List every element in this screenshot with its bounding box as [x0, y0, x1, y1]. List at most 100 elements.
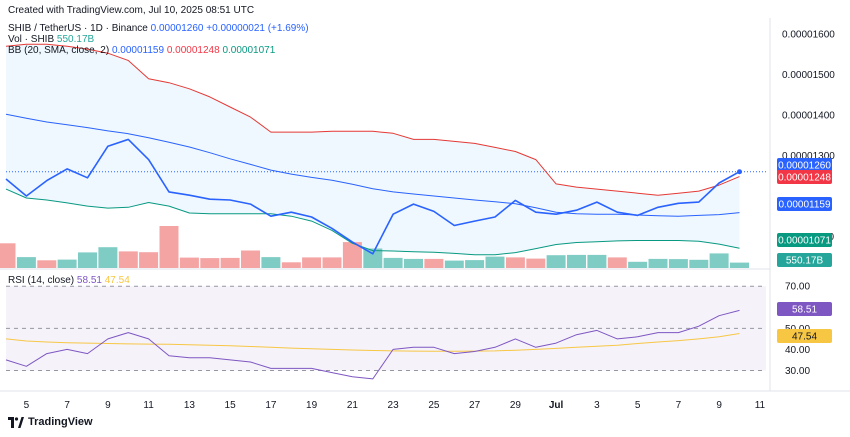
- volume-bar: [628, 261, 648, 268]
- bb-basis-tag-bg: [777, 197, 832, 211]
- volume-bar: [587, 254, 607, 268]
- volume-bar: [465, 260, 485, 268]
- volume-bar: [241, 250, 260, 268]
- time-tick-label: 19: [306, 400, 318, 411]
- volume-tag-bg: [777, 253, 832, 267]
- bb-basis-value: 0.00001159: [111, 45, 165, 56]
- rsi-ma-tag-text: 47.54: [792, 332, 817, 343]
- price-line: [5, 138, 740, 255]
- volume-bar: [648, 258, 668, 268]
- volume-bar: [404, 258, 423, 268]
- time-tick-label: Jul: [549, 400, 564, 411]
- rsi-ma-tag-bg: [777, 329, 832, 343]
- volume-bar: [37, 260, 57, 268]
- bb-lower-tag-text: 0.00001071: [778, 236, 831, 247]
- price-tag-text: 0.00001260: [778, 161, 831, 172]
- volume-bar: [322, 257, 342, 268]
- volume-bar: [200, 258, 220, 268]
- rsi-value: 58.51: [76, 275, 102, 286]
- price-tick-label: 0.00001400: [782, 111, 835, 122]
- volume-bar: [57, 259, 77, 268]
- rsi-tick-label: 40.00: [785, 345, 810, 356]
- tradingview-logo: TradingView: [8, 416, 93, 428]
- volume-value: 550.17B: [56, 34, 95, 45]
- price-tick-label: 0.00001300: [782, 151, 835, 162]
- volume-label: Vol · SHIB: [8, 34, 55, 45]
- volume-bars: [0, 226, 749, 268]
- time-tick-label: 25: [428, 400, 440, 411]
- rsi-tag-bg: [777, 302, 832, 316]
- volume-bar: [363, 248, 383, 268]
- volume-bar: [444, 260, 464, 268]
- price-tick-label: 0.00001500: [782, 70, 835, 81]
- symbol-legend: SHIB / TetherUS · 1D · Binance 0.0000126…: [8, 23, 309, 34]
- bb-basis-tag: 0.00001159: [777, 197, 832, 211]
- bb-lower-tag-bg: [777, 233, 832, 247]
- volume-legend: Vol · SHIB 550.17B: [8, 34, 94, 45]
- time-tick-label: 13: [184, 400, 196, 411]
- volume-bar: [546, 255, 566, 268]
- time-tick-label: 5: [635, 400, 641, 411]
- bb-legend: BB (20, SMA, close, 2) 0.00001159 0.0000…: [8, 45, 275, 56]
- rsi-tick-label: 30.00: [785, 366, 810, 377]
- price-tag: 0.00001260: [777, 158, 832, 172]
- price-tick-label: 0.00001600: [782, 30, 835, 41]
- volume-bar: [261, 257, 281, 268]
- volume-bar: [424, 258, 444, 268]
- bb-lower-line: [5, 188, 740, 256]
- bb-basis-tag-text: 0.00001159: [778, 200, 831, 211]
- volume-bar: [689, 259, 709, 268]
- tradingview-brand: TradingView: [28, 416, 93, 428]
- rsi-ma-value: 47.54: [104, 275, 130, 286]
- time-tick-label: 15: [225, 400, 237, 411]
- volume-bar: [220, 257, 240, 268]
- bb-basis-line: [5, 113, 740, 217]
- symbol-name: SHIB / TetherUS · 1D · Binance: [8, 23, 148, 34]
- rsi-tag-text: 58.51: [792, 305, 817, 316]
- volume-bar: [383, 257, 403, 268]
- time-tick-label: 11: [143, 400, 154, 411]
- volume-bar: [709, 253, 729, 268]
- bb-band-fill: [6, 44, 740, 255]
- volume-tag-text: 550.17B: [786, 256, 824, 267]
- bb-upper-tag-bg: [777, 170, 832, 184]
- rsi-line: [5, 309, 740, 380]
- volume-bar: [118, 251, 138, 268]
- bb-label: BB (20, SMA, close, 2): [8, 45, 110, 56]
- time-tick-label: 21: [347, 400, 359, 411]
- time-tick-label: 29: [510, 400, 522, 411]
- price-change: +0.00000021 (+1.69%): [206, 23, 309, 34]
- time-tick-label: 5: [24, 400, 30, 411]
- bb-upper-tag-text: 0.00001248: [778, 173, 831, 184]
- volume-bar: [16, 257, 36, 268]
- volume-bar: [0, 243, 16, 268]
- volume-bar: [668, 259, 688, 268]
- bb-upper-line: [5, 43, 740, 196]
- time-tick-label: 7: [64, 400, 70, 411]
- volume-bar: [485, 256, 505, 268]
- volume-bar: [342, 242, 362, 268]
- volume-bar: [98, 247, 118, 268]
- time-tick-label: 7: [676, 400, 682, 411]
- rsi-legend: RSI (14, close) 58.51 47.54: [8, 275, 130, 286]
- volume-bar: [302, 257, 322, 268]
- time-tick-label: 9: [716, 400, 722, 411]
- time-tick-label: 11: [755, 400, 766, 411]
- volume-bar: [526, 258, 546, 268]
- rsi-tag: 58.51: [777, 302, 832, 316]
- volume-bar: [179, 257, 199, 268]
- time-tick-label: 17: [265, 400, 277, 411]
- rsi-ma-line: [5, 333, 740, 352]
- rsi-tick-label: 70.00: [785, 282, 810, 293]
- tradingview-logo-icon: [8, 416, 24, 428]
- volume-bar: [159, 226, 179, 268]
- bb-lower-tag: 0.00001071: [777, 233, 832, 247]
- price-tag-bg: [777, 158, 832, 172]
- volume-bar: [505, 257, 525, 268]
- bb-upper-tag: 0.00001248: [777, 170, 832, 184]
- time-tick-label: 27: [469, 400, 481, 411]
- bb-upper-value: 0.00001248: [166, 45, 220, 56]
- volume-tag: 550.17B: [777, 253, 832, 267]
- volume-bar: [281, 262, 301, 268]
- bb-lower-value: 0.00001071: [222, 45, 276, 56]
